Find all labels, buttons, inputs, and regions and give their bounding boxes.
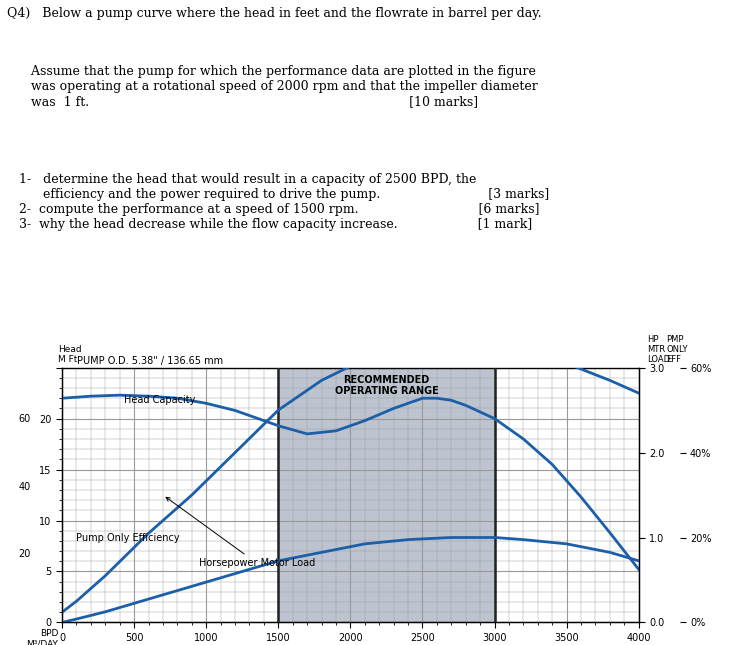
- Text: Assume that the pump for which the performance data are plotted in the figure
  : Assume that the pump for which the perfo…: [7, 65, 538, 108]
- Text: 20: 20: [18, 550, 31, 559]
- Text: BPD
M³/DAY: BPD M³/DAY: [26, 629, 58, 645]
- Text: 60: 60: [18, 413, 31, 424]
- Text: 1-   determine the head that would result in a capacity of 2500 BPD, the
       : 1- determine the head that would result …: [7, 174, 550, 232]
- Text: Head Capacity: Head Capacity: [124, 395, 196, 405]
- Text: PUMP O.D. 5.38" / 136.65 mm: PUMP O.D. 5.38" / 136.65 mm: [77, 356, 223, 366]
- Text: 40: 40: [18, 482, 31, 491]
- Text: Head
M Ft: Head M Ft: [58, 345, 82, 364]
- Text: RECOMMENDED
OPERATING RANGE: RECOMMENDED OPERATING RANGE: [334, 375, 438, 397]
- Bar: [278, 368, 495, 622]
- Text: Q4)   Below a pump curve where the head in feet and the flowrate in barrel per d: Q4) Below a pump curve where the head in…: [7, 7, 542, 20]
- Text: HP
MTR
LOAD: HP MTR LOAD: [648, 335, 671, 364]
- Text: PMP
ONLY
EFF: PMP ONLY EFF: [666, 335, 688, 364]
- Text: Horsepower Motor Load: Horsepower Motor Load: [166, 497, 315, 568]
- Text: Pump Only Efficiency: Pump Only Efficiency: [77, 533, 180, 543]
